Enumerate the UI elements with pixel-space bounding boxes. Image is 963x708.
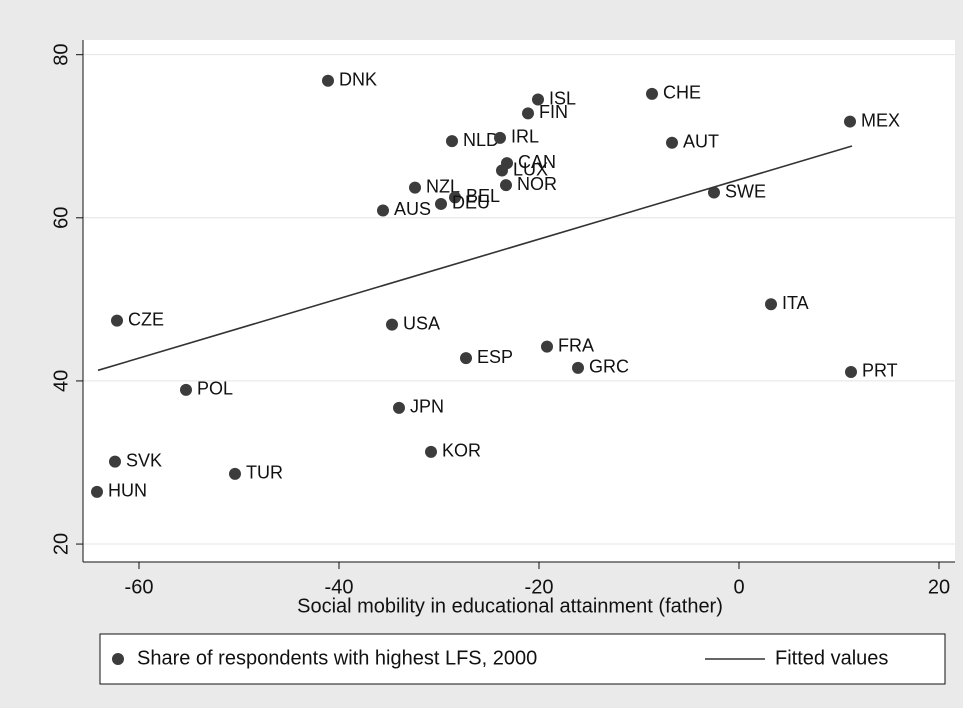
- point-label: POL: [197, 379, 233, 399]
- y-tick-label: 60: [50, 207, 72, 229]
- point: [666, 136, 678, 149]
- point: [765, 298, 777, 311]
- point: [435, 197, 447, 210]
- point-label: NZL: [426, 176, 460, 196]
- legend-marker: [112, 653, 124, 665]
- point: [91, 485, 103, 498]
- point-label: GRC: [589, 357, 629, 377]
- point: [496, 164, 508, 177]
- point: [393, 401, 405, 414]
- legend-label: Fitted values: [775, 647, 888, 669]
- x-tick-label: 20: [928, 576, 950, 598]
- point: [572, 361, 584, 374]
- point: [522, 107, 534, 120]
- point: [446, 135, 458, 148]
- point: [409, 181, 421, 194]
- legend-label: Share of respondents with highest LFS, 2…: [137, 647, 537, 669]
- point-label: JPN: [410, 397, 444, 417]
- fitted-line: [97, 145, 853, 372]
- x-axis-label: Social mobility in educational attainmen…: [297, 595, 723, 617]
- point: [494, 131, 506, 144]
- point: [500, 179, 512, 192]
- point-label: CAN: [518, 152, 556, 172]
- point-label: ITA: [782, 293, 809, 313]
- point-label: PRT: [862, 361, 898, 381]
- point-label: IRL: [511, 127, 539, 147]
- point-label: ESP: [477, 347, 513, 367]
- point-label: USA: [403, 313, 440, 333]
- point-label: NLD: [463, 130, 499, 150]
- plot-area: [83, 40, 955, 562]
- point: [844, 115, 856, 128]
- point: [541, 340, 553, 353]
- point-label: FRA: [558, 335, 594, 355]
- point-label: SWE: [725, 181, 766, 201]
- y-tick-label: 20: [50, 533, 72, 555]
- point-label: DNK: [339, 70, 377, 90]
- point: [845, 365, 857, 378]
- point-label: BEL: [466, 186, 500, 206]
- point-label: NOR: [517, 174, 557, 194]
- legend-box: [99, 633, 946, 685]
- point: [109, 455, 121, 468]
- point: [449, 191, 461, 204]
- point-label: AUT: [683, 132, 719, 152]
- point-label: KOR: [442, 441, 481, 461]
- point: [708, 186, 720, 199]
- point: [386, 318, 398, 331]
- point-label: ISL: [549, 88, 576, 108]
- point: [111, 314, 123, 327]
- point: [180, 383, 192, 396]
- point-label: CHE: [663, 83, 701, 103]
- point: [460, 352, 472, 365]
- point-label: SVK: [126, 450, 162, 470]
- point: [322, 74, 334, 87]
- x-tick-label: -20: [525, 576, 554, 598]
- point-label: FIN: [539, 102, 568, 122]
- point: [646, 87, 658, 100]
- point: [532, 93, 544, 106]
- point-label: AUS: [394, 199, 431, 219]
- point-label: MEX: [861, 110, 900, 130]
- point-label: CZE: [128, 309, 164, 329]
- point-label: TUR: [246, 463, 283, 483]
- point-label: LUX: [513, 159, 548, 179]
- x-tick-label: -60: [125, 576, 154, 598]
- point: [377, 204, 389, 217]
- point-label: HUN: [108, 481, 147, 501]
- y-tick-label: 80: [50, 44, 72, 66]
- point-label: DEU: [452, 193, 490, 213]
- x-tick-label: -40: [325, 576, 354, 598]
- y-tick-label: 40: [50, 370, 72, 392]
- x-tick-label: 0: [733, 576, 744, 598]
- point: [425, 445, 437, 458]
- point: [229, 467, 241, 480]
